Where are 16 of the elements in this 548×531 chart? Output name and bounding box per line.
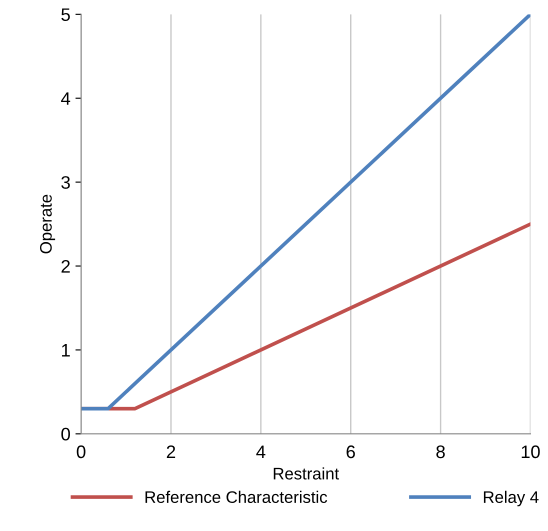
y-tick-label: 0 [61,428,70,441]
legend-label: Reference Characteristic [146,490,328,504]
x-tick-label: 10 [522,445,540,458]
x-tick-label: 6 [346,445,355,458]
y-tick-label: 4 [61,92,70,105]
x-tick-label: 0 [76,445,86,458]
x-axis-title: Restraint [274,467,340,480]
x-tick-label: 2 [166,445,176,458]
y-tick-label: 2 [62,260,70,273]
legend-label: Relay 4 [484,490,539,506]
y-tick-label: 3 [61,176,70,189]
y-axis-title: Operate [40,194,56,254]
y-tick-label: 5 [61,8,70,22]
x-tick-label: 8 [436,445,445,458]
y-tick-label: 1 [62,344,70,356]
x-tick-label: 4 [256,446,266,458]
